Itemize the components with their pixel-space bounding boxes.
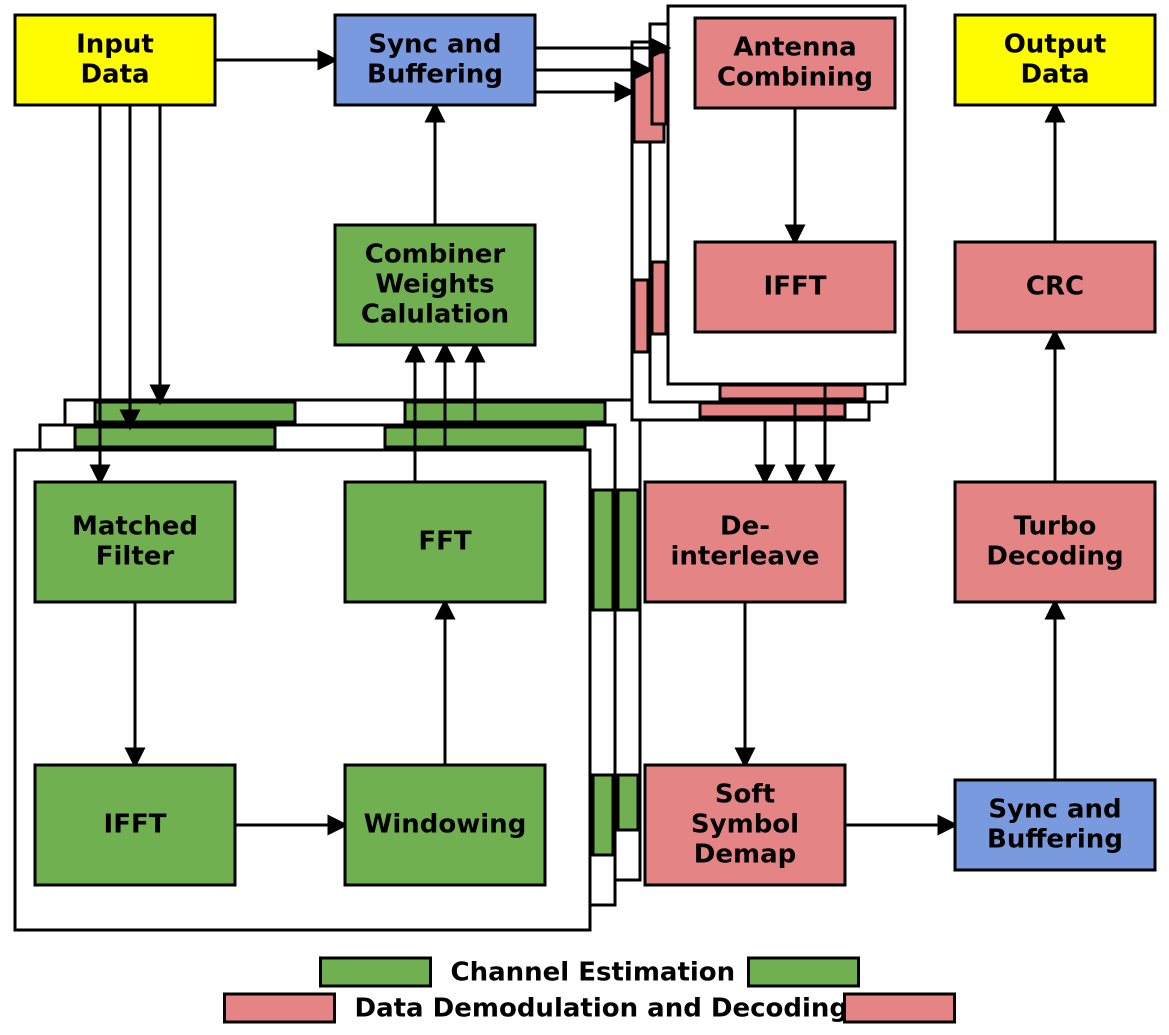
green_stack-right_stubs-2	[593, 775, 613, 855]
combiner-label: Weights	[375, 270, 494, 300]
green_stack-top_stubs-0	[95, 402, 295, 422]
deint-label: De-	[720, 512, 770, 542]
input-block: InputData	[15, 15, 215, 105]
legend-swatch-right-0	[749, 958, 859, 986]
sync1-label: Sync and	[368, 30, 501, 60]
combiner-label: Calulation	[361, 300, 509, 330]
ifft_g-label: IFFT	[104, 810, 167, 840]
sync2-block: Sync andBuffering	[955, 780, 1155, 870]
deint-block: De-interleave	[645, 482, 845, 602]
green_stack-top_stubs-1	[405, 402, 605, 422]
fft-label: FFT	[418, 527, 472, 557]
sync2-label: Buffering	[987, 825, 1123, 855]
green_stack-right_stubs-1	[618, 490, 638, 610]
soft-block: SoftSymbolDemap	[645, 765, 845, 885]
antenna-block: AntennaCombining	[695, 18, 895, 108]
legend-swatch-left-0	[321, 958, 431, 986]
turbo-label: Decoding	[986, 542, 1123, 572]
matched-block: MatchedFilter	[35, 482, 235, 602]
crc-label: CRC	[1026, 272, 1084, 302]
crc-block: CRC	[955, 242, 1155, 332]
ifft_g-block: IFFT	[35, 765, 235, 885]
window-label: Windowing	[364, 810, 527, 840]
pink_stack-left_stubs-1	[652, 52, 666, 124]
sync2-label: Sync and	[988, 795, 1121, 825]
pink_stack-bottom_stubs-1	[700, 403, 845, 417]
matched-label: Filter	[96, 542, 175, 572]
combiner-block: CombinerWeightsCalulation	[335, 225, 535, 345]
soft-label: Soft	[715, 780, 775, 810]
turbo-label: Turbo	[1014, 512, 1097, 542]
legend-label-1: Data Demodulation and Decoding	[355, 994, 849, 1024]
sync1-label: Buffering	[367, 60, 503, 90]
pink_stack-left_stubs-3	[652, 262, 666, 334]
matched-label: Matched	[72, 512, 198, 542]
output-label: Data	[1020, 60, 1089, 90]
soft-label: Symbol	[691, 810, 799, 840]
soft-label: Demap	[694, 840, 796, 870]
output-label: Output	[1004, 30, 1107, 60]
output-block: OutputData	[955, 15, 1155, 105]
input-label: Data	[80, 60, 149, 90]
pink_stack-left_stubs-2	[634, 280, 648, 352]
green_stack-top_stubs-2	[75, 427, 275, 447]
antenna-label: Combining	[717, 63, 873, 93]
sync1-block: Sync andBuffering	[335, 15, 535, 105]
antenna-label: Antenna	[733, 33, 856, 63]
green_stack-right_stubs-3	[618, 775, 638, 830]
legend-swatch-left-1	[225, 994, 335, 1022]
deint-label: interleave	[671, 542, 820, 572]
legend-swatch-right-1	[845, 994, 955, 1022]
window-block: Windowing	[345, 765, 545, 885]
turbo-block: TurboDecoding	[955, 482, 1155, 602]
ifft_p-block: IFFT	[695, 242, 895, 332]
input-label: Input	[76, 30, 154, 60]
pink_stack-bottom_stubs-0	[720, 385, 865, 399]
combiner-label: Combiner	[365, 240, 506, 270]
fft-block: FFT	[345, 482, 545, 602]
ifft_p-label: IFFT	[764, 272, 827, 302]
green_stack-right_stubs-0	[593, 490, 613, 610]
legend-label-0: Channel Estimation	[451, 958, 736, 988]
